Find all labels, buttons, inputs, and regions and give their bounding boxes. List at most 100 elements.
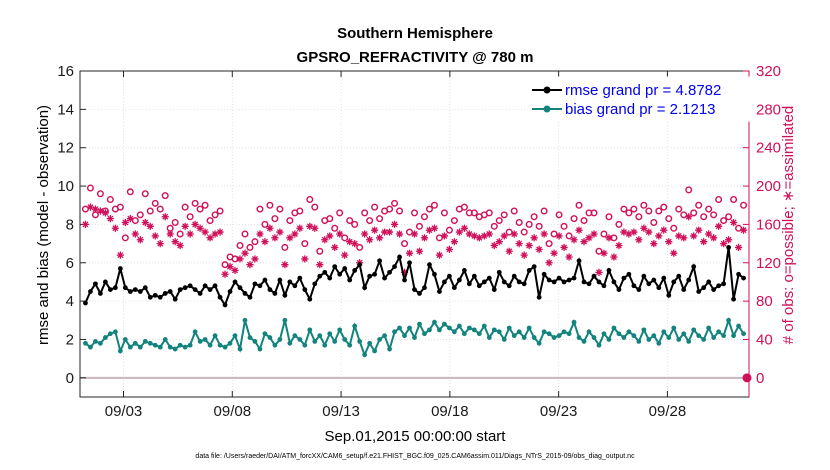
obs-assimilated-point [734,243,743,252]
bias-point [222,344,228,350]
rmse-point [162,291,168,296]
bias-point [342,337,348,342]
bias-point [576,335,582,340]
obs-assimilated-point [445,245,453,253]
bias-point [616,331,622,337]
bias-point [182,344,188,350]
bias-point [392,329,397,335]
rmse-point [686,277,692,283]
obs-possible-point [580,217,588,225]
rmse-point [721,281,727,287]
obs-assimilated-point [346,238,354,246]
legend: rmse grand pr = 4.8782 bias grand pr = 2… [527,76,750,122]
obs-assimilated-point [196,224,204,232]
rmse-point [187,283,193,289]
bias-point [257,346,263,352]
bias-point [252,338,258,344]
bias-point [142,338,148,344]
bias-point [432,319,437,325]
bias-point [202,337,208,342]
bias-point [337,327,343,333]
data-file-footnote: data file: /Users/raeder/DAI/ATM_forcXX/… [195,453,635,460]
obs-possible-point [520,228,528,236]
rmse-point [102,279,108,285]
rmse-point [267,287,273,293]
bias-point [407,325,412,331]
bias-point [506,325,512,331]
obs-possible-point [261,220,269,228]
bias-point [596,342,602,348]
obs-possible-point [301,240,309,248]
rmse-point [536,294,542,300]
obs-possible-point [116,203,124,211]
obs-possible-point [605,213,613,221]
rmse-point [427,262,432,268]
rmse-point [422,285,427,291]
rmse-point [407,260,412,266]
obs-possible-point [306,195,314,203]
obs-possible-point [136,211,144,219]
bias-point [187,342,193,348]
bias-point [736,323,741,329]
rmse-point [252,281,258,287]
obs-assimilated-point [615,241,623,250]
rmse-point [621,275,627,281]
rmse-point [461,268,467,273]
bias-point [456,323,462,329]
rmse-point [611,279,617,285]
rmse-point [277,277,283,283]
bias-point [566,331,572,337]
bias-point [671,325,677,331]
y-tick-label-left: 16 [57,63,74,80]
bias-point [177,342,183,348]
rmse-point [232,279,238,285]
obs-assimilated-point [206,234,214,242]
rmse-point [681,287,687,293]
rmse-point [456,277,462,283]
obs-possible-point [730,195,738,203]
rmse-point [127,289,133,294]
obs-assimilated-point [595,268,603,276]
y-tick-label-left: 8 [66,216,74,233]
rmse-point [212,283,218,289]
rmse-point [387,269,392,275]
bias-point [626,329,632,335]
obs-possible-point [171,218,179,226]
obs-possible-point [620,205,628,213]
obs-assimilated-point [650,239,658,248]
obs-possible-point [156,205,164,213]
bias-point [237,346,243,352]
obs-assimilated-point [405,249,414,257]
obs-assimilated-point [555,232,563,240]
obs-assimilated-point [520,251,528,259]
bias-point [471,327,477,333]
bias-point [262,331,268,337]
rmse-point [591,273,597,279]
bias-point [501,337,507,342]
obs-possible-point [161,192,169,200]
bias-point [641,327,647,333]
rmse-point [307,296,313,302]
bias-point [691,327,697,333]
bias-point [681,331,687,337]
obs-possible-point [311,203,319,211]
bias-point [97,340,103,346]
obs-assimilated-point [296,224,304,232]
obs-assimilated-point [605,234,613,242]
obs-possible-point [525,220,533,228]
obs-assimilated-point [96,207,104,215]
obs-possible-point [545,240,553,248]
rmse-point [432,271,437,277]
legend-rmse-text: rmse grand pr = 4.8782 [565,82,721,99]
obs-assimilated-point [415,247,424,255]
bias-point [706,325,712,331]
obs-assimilated-point [121,218,129,227]
obs-assimilated-point [400,268,409,276]
obs-assimilated-point [186,230,194,238]
obs-assimilated-point [385,228,394,236]
y-tick-label-left: 2 [66,331,74,348]
bias-point [716,329,722,335]
bias-point [312,338,318,344]
obs-possible-point [695,201,703,209]
x-tick-label: 09/03 [105,403,143,420]
